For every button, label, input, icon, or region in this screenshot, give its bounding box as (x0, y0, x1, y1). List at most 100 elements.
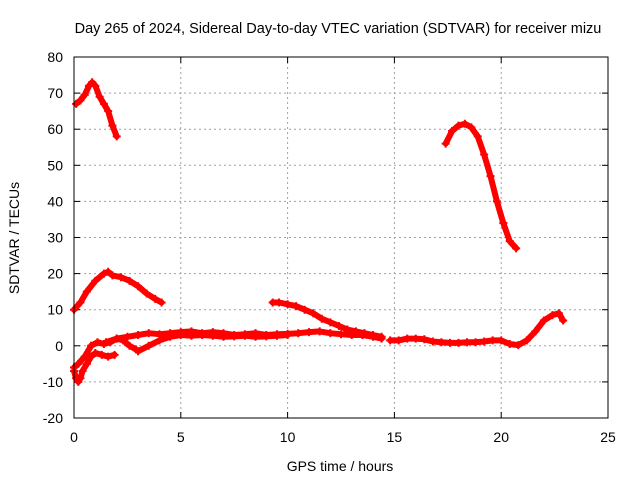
data-point (166, 332, 175, 341)
data-point (99, 99, 108, 108)
data-point (317, 314, 326, 323)
series-band (387, 310, 567, 349)
data-point (294, 329, 303, 338)
data-point (283, 300, 292, 309)
data-point (110, 350, 119, 359)
data-point (531, 327, 540, 336)
data-point (104, 352, 113, 361)
data-point (80, 90, 89, 99)
data-series (70, 78, 568, 386)
data-point (554, 309, 563, 318)
data-point (441, 139, 450, 148)
data-point (505, 237, 514, 246)
data-point (309, 309, 318, 318)
data-point (275, 298, 284, 307)
data-point (74, 359, 83, 368)
data-point (386, 336, 395, 345)
data-point (125, 276, 134, 285)
data-point (230, 332, 239, 341)
data-point (240, 331, 249, 340)
data-point (377, 332, 386, 341)
data-point (108, 271, 117, 280)
y-tick-label: -20 (43, 410, 63, 426)
data-point (488, 336, 497, 345)
data-point (104, 267, 113, 276)
data-point (272, 331, 281, 340)
series-band (442, 120, 520, 252)
data-point (463, 338, 472, 347)
data-point (351, 327, 360, 336)
data-point (512, 244, 521, 253)
data-point (78, 367, 87, 376)
data-point (403, 334, 412, 343)
data-point (480, 337, 489, 346)
data-point (125, 341, 134, 350)
series-track-early-low (70, 349, 119, 386)
x-tick-label: 20 (493, 429, 509, 445)
data-point (369, 330, 378, 339)
data-point (112, 132, 121, 141)
data-point (134, 330, 143, 339)
data-point (76, 96, 85, 105)
data-point (76, 374, 85, 383)
y-tick-label: 80 (47, 49, 63, 65)
data-point (548, 311, 557, 320)
data-point (72, 99, 81, 108)
x-tick-label: 0 (70, 429, 78, 445)
data-point (99, 269, 108, 278)
tick-labels: 0 5 10 15 20 25 -20 -10 0 10 20 30 40 50 60 70 80 (43, 49, 616, 445)
x-tick-label: 15 (387, 429, 403, 445)
data-point (499, 219, 508, 228)
data-point (343, 325, 352, 334)
data-point (82, 287, 91, 296)
data-point (112, 334, 121, 343)
data-point (448, 127, 457, 136)
data-point (514, 341, 523, 350)
data-point (292, 302, 301, 311)
data-point (437, 338, 446, 347)
data-point (326, 329, 335, 338)
y-tick-label: 20 (47, 266, 63, 282)
data-point (283, 330, 292, 339)
series-track-baseline-low (134, 330, 292, 356)
y-tick-label: 30 (47, 230, 63, 246)
y-tick-label: -10 (43, 374, 63, 390)
data-point (262, 332, 271, 341)
data-point (176, 330, 185, 339)
data-point (337, 330, 345, 339)
data-point (134, 282, 143, 291)
y-axis-label: SDTVAR / TECUs (6, 182, 22, 294)
data-point (454, 338, 463, 347)
data-point (97, 350, 106, 359)
data-point (116, 273, 125, 282)
data-point (251, 332, 260, 341)
data-point (93, 338, 102, 347)
grid (74, 57, 608, 418)
data-point (471, 338, 480, 347)
data-point (123, 332, 132, 341)
data-point (134, 347, 143, 356)
series-track-early-high (72, 78, 121, 141)
data-point (460, 119, 469, 128)
data-point (82, 359, 91, 368)
data-point (315, 327, 324, 336)
y-tick-label: 60 (47, 121, 63, 137)
x-tick-label: 5 (177, 429, 185, 445)
y-tick-label: 50 (47, 157, 63, 173)
series-track-evening-low (386, 309, 568, 350)
data-point (91, 276, 100, 285)
data-point (300, 305, 309, 314)
data-point (142, 289, 151, 298)
data-point (304, 328, 313, 337)
data-point (104, 107, 113, 116)
data-point (428, 337, 437, 346)
data-point (91, 349, 100, 358)
data-point (473, 132, 482, 141)
data-point (497, 336, 506, 345)
data-point (108, 121, 117, 130)
x-tick-label: 10 (280, 429, 296, 445)
series-track-midday (268, 298, 386, 341)
plot-frame (73, 56, 609, 419)
data-point (326, 318, 335, 327)
